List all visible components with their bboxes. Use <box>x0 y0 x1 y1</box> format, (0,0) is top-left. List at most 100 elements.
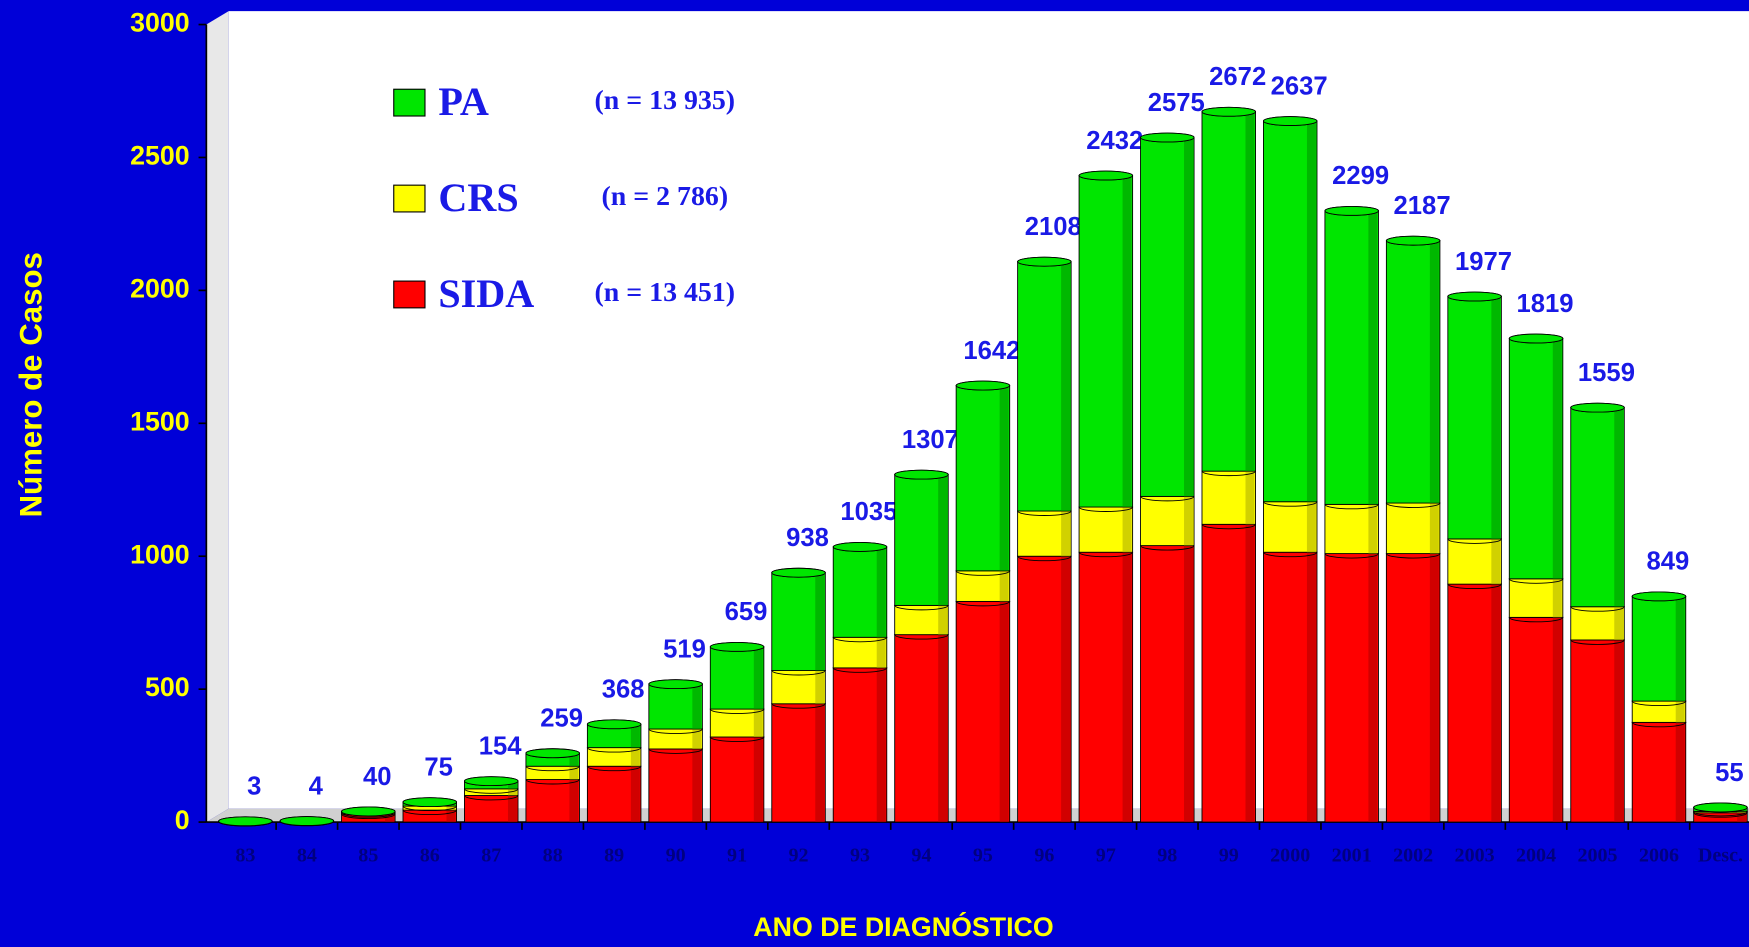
bar-top <box>464 776 519 787</box>
legend-swatch <box>393 88 426 117</box>
data-label: 1642 <box>963 337 1020 365</box>
bar-shade <box>692 729 702 749</box>
bar-top <box>1447 291 1502 302</box>
bar-shade <box>1184 496 1193 546</box>
data-label: 3 <box>247 773 261 801</box>
y-tick-label: 1000 <box>130 539 190 569</box>
x-tick-label: 95 <box>973 844 993 866</box>
bar-top <box>1201 106 1256 117</box>
bar-shade <box>1245 524 1255 823</box>
bar-shade <box>1675 701 1685 723</box>
x-tick-label: 91 <box>727 844 747 866</box>
bar-shade <box>1061 511 1071 557</box>
bar-shade <box>1737 811 1747 813</box>
data-label: 1035 <box>840 498 897 526</box>
y-tick-label: 2000 <box>130 273 190 303</box>
y-tick-label: 0 <box>175 805 190 835</box>
bar-shade <box>999 570 1009 602</box>
legend-swatch <box>393 280 426 309</box>
bar-shade <box>1368 553 1378 823</box>
data-label: 259 <box>540 705 583 733</box>
bar-shade <box>1429 240 1439 504</box>
bar-shade <box>1245 471 1255 525</box>
bar-shade <box>1306 501 1316 553</box>
x-axis-title: ANO DE DIAGNÓSTICO <box>753 911 1053 942</box>
x-tick-label: 93 <box>850 844 870 866</box>
x-tick-label: 92 <box>789 844 809 866</box>
bar-shade <box>1122 175 1132 508</box>
data-label: 2187 <box>1394 192 1451 220</box>
bar-shade <box>1184 137 1193 497</box>
bar-shade <box>1368 504 1378 554</box>
data-label: 2299 <box>1332 162 1389 190</box>
bar-shade <box>507 781 517 789</box>
bar-top <box>1385 235 1441 246</box>
bar-top <box>1570 402 1625 413</box>
data-label: 368 <box>602 676 645 704</box>
x-tick-label: 86 <box>420 844 440 866</box>
bar-shade <box>1306 552 1316 823</box>
data-label: 2108 <box>1025 213 1082 241</box>
bar-top <box>1263 116 1318 126</box>
y-axis-title: Número de Casos <box>14 252 49 517</box>
bar-shade <box>815 572 825 671</box>
bar-shade <box>569 753 579 767</box>
y-tick-label: 500 <box>145 672 190 702</box>
data-label: 1819 <box>1516 290 1573 318</box>
bar-shade <box>1061 261 1071 512</box>
data-label: 938 <box>786 524 829 552</box>
bar-shade <box>1614 606 1624 640</box>
bar-top <box>218 816 273 827</box>
data-label: 2672 <box>1209 63 1266 91</box>
legend-count: (n = 13 451) <box>595 277 736 308</box>
bar-shade <box>1552 338 1562 579</box>
bar-top <box>1017 256 1072 267</box>
legend-label: CRS <box>438 175 518 220</box>
x-tick-label: 85 <box>358 844 378 866</box>
data-label: 154 <box>479 732 523 760</box>
bar-top <box>1631 591 1687 602</box>
bar-shade <box>876 637 886 668</box>
x-tick-label: 97 <box>1096 844 1116 866</box>
bar-shade <box>938 634 948 823</box>
data-label: 2575 <box>1148 89 1205 117</box>
bar-top <box>894 469 949 480</box>
data-label: 55 <box>1715 759 1744 787</box>
x-tick-label: 88 <box>543 844 563 866</box>
bar-shade <box>1675 722 1685 823</box>
x-tick-label: 90 <box>666 844 686 866</box>
bar-shade <box>815 703 825 823</box>
bar-top <box>525 748 580 759</box>
bar-top <box>955 380 1011 391</box>
bar-shade <box>753 646 763 710</box>
x-tick-label: Desc. <box>1698 844 1743 866</box>
x-tick-label: 96 <box>1034 844 1054 866</box>
bar-shade <box>630 724 640 748</box>
x-tick-label: 2006 <box>1639 844 1679 866</box>
bar-shade <box>1429 503 1439 554</box>
x-tick-label: 84 <box>297 844 317 866</box>
bar-shade <box>507 795 517 823</box>
bar-top <box>1508 333 1564 344</box>
bar-shade <box>692 684 702 730</box>
data-label: 659 <box>725 598 768 626</box>
side-wall <box>206 11 229 823</box>
x-tick-label: 2004 <box>1516 844 1556 866</box>
bar-shade <box>1368 210 1378 505</box>
bar-top <box>1693 802 1748 813</box>
bar-shade <box>630 766 640 823</box>
x-tick-label: 99 <box>1219 844 1239 866</box>
bar-shade <box>1306 121 1316 502</box>
data-label: 849 <box>1647 548 1690 576</box>
legend-label: SIDA <box>438 271 534 316</box>
bar-shade <box>569 766 579 780</box>
bar-shade <box>1061 556 1071 823</box>
bar-shade <box>1614 639 1624 823</box>
bar-shade <box>815 670 825 704</box>
bar-shade <box>753 709 763 738</box>
bar-top <box>341 806 396 817</box>
bar-shade <box>446 810 456 823</box>
bar-shade <box>569 779 579 823</box>
data-label: 2637 <box>1271 72 1328 100</box>
data-label: 1559 <box>1578 359 1635 387</box>
